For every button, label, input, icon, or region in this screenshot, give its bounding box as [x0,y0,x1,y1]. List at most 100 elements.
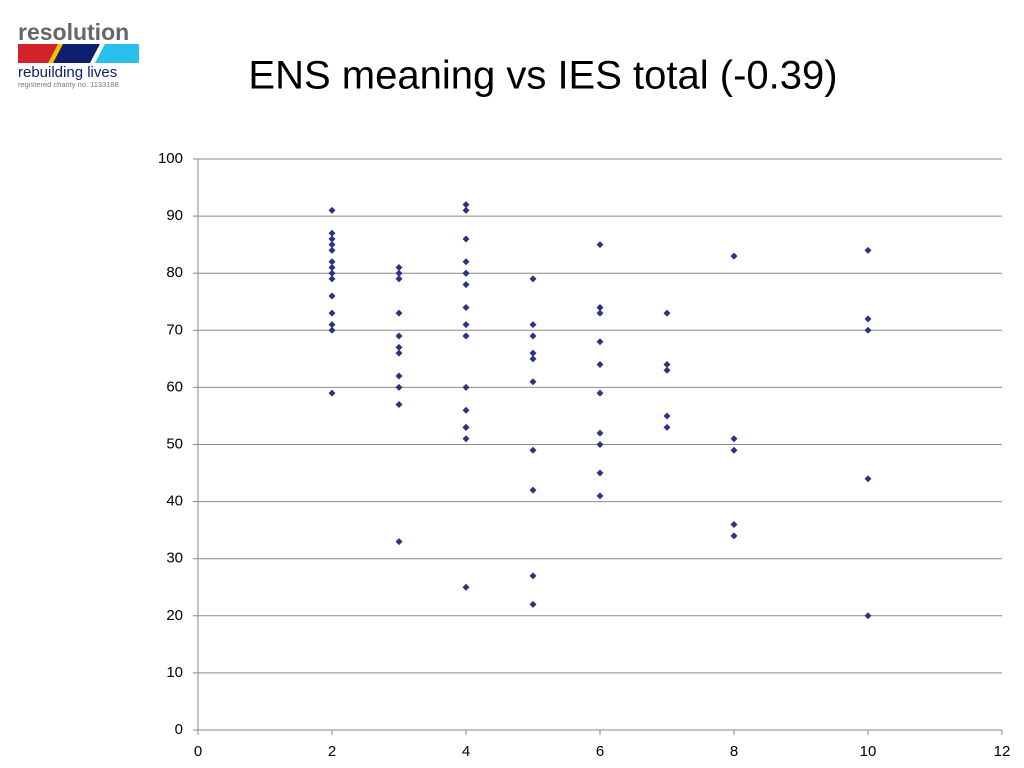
x-tick-label: 2 [328,743,336,760]
point [328,269,336,277]
point [462,269,470,277]
point [395,343,403,351]
point [462,258,470,266]
point [864,612,872,620]
y-tick-label: 0 [175,721,183,738]
point [529,332,537,340]
point [328,263,336,271]
point [328,258,336,266]
y-tick-label: 10 [166,664,183,681]
point [596,241,604,249]
point [529,446,537,454]
y-tick-label: 50 [166,435,183,452]
point [395,309,403,317]
point [328,389,336,397]
point [864,246,872,254]
point [596,429,604,437]
point [663,361,671,369]
point [462,281,470,289]
point [596,361,604,369]
point [462,332,470,340]
point [462,406,470,414]
logo: resolution rebuilding lives registered c… [18,19,139,89]
point [596,441,604,448]
point [328,326,336,334]
point [395,269,403,277]
point [395,275,403,283]
point [462,583,470,591]
point [596,338,604,346]
x-tick-label: 0 [194,743,202,760]
point [864,475,872,483]
point [328,246,336,254]
point [529,349,537,357]
point [596,389,604,397]
point [864,315,872,323]
point [328,292,336,300]
point [529,486,537,494]
point [462,383,470,391]
x-tick-label: 4 [462,743,470,760]
point [663,423,671,431]
logo-red [18,44,58,63]
point [462,235,470,243]
logo-stripe [48,44,63,63]
y-tick-label: 20 [166,607,183,624]
x-tick-label: 10 [860,743,877,760]
point [395,401,403,409]
point [328,309,336,317]
point [462,423,470,431]
point [596,309,604,317]
point [462,321,470,329]
point [529,572,537,580]
point [663,366,671,374]
point [529,378,537,386]
logo-name: resolution [18,19,129,45]
point [462,206,470,214]
point [529,321,537,329]
y-tick-label: 30 [166,550,183,567]
chart-title: ENS meaning vs IES total (-0.39) [248,54,837,98]
y-tick-label: 60 [166,378,183,395]
y-tick-label: 70 [166,321,183,338]
point [328,206,336,214]
point [730,252,738,260]
point [529,355,537,363]
point [663,309,671,317]
point [395,372,403,380]
point [328,235,336,243]
point [730,532,738,540]
point [730,520,738,528]
point [395,538,403,546]
point [328,229,336,237]
point [328,321,336,329]
point [596,492,604,500]
x-tick-label: 6 [596,743,604,760]
logo-tagline: rebuilding lives [18,64,117,81]
point [663,412,671,420]
point [395,263,403,271]
point [730,435,738,443]
y-tick-label: 100 [158,150,183,167]
x-tick-label: 12 [994,743,1011,760]
point [596,303,604,311]
point [328,275,336,283]
point [395,383,403,391]
logo-charity: registered charity no. 1133188 [18,80,119,89]
point [529,275,537,283]
point [328,241,336,249]
y-tick-label: 40 [166,493,183,510]
point [529,600,537,608]
point [462,435,470,443]
point [395,332,403,340]
point [730,446,738,454]
point [462,303,470,311]
point [596,469,604,477]
point [395,349,403,357]
y-tick-label: 80 [166,264,183,281]
logo-stripe [90,44,105,63]
y-tick-label: 90 [166,207,183,224]
point [462,201,470,209]
point [864,326,872,334]
